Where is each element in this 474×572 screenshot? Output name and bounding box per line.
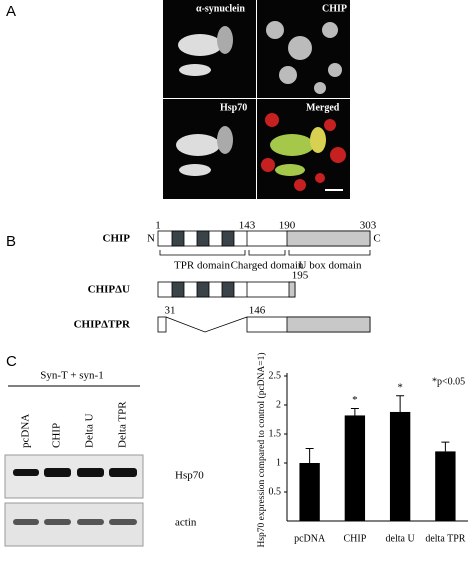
y-tick-label: 1 [276,457,281,468]
panel-label: C [6,353,17,370]
y-tick-label: 1.5 [269,428,282,439]
bar [299,463,320,521]
bar [389,411,411,521]
chip-diagram [157,230,371,333]
x-tick-label: delta U [386,533,416,544]
y-tick-label: 2 [276,399,281,410]
x-tick-label: CHIP [343,533,366,544]
bar [435,451,456,521]
annotation: *p<0.05 [432,376,465,387]
construct-name: CHIP [103,233,131,245]
significance-marker: * [397,381,403,393]
construct-name: CHIPΔTPR [74,319,131,331]
lane-label: pcDNA [20,414,32,448]
image-label: Hsp70 [220,102,247,113]
terminus: N [147,233,155,245]
domain-label: U box domain [299,260,362,272]
image-label: Merged [306,102,340,113]
bar [344,415,366,521]
blot [4,454,144,547]
error-bar [396,395,405,412]
y-tick-label: 0.5 [269,486,282,497]
error-bar [350,407,359,416]
x-tick-label: pcDNA [294,533,326,544]
x-tick-label: delta TPR [425,533,465,544]
domain-label: Charged domain [231,260,304,272]
lane-label: CHIP [51,423,63,448]
position: 143 [239,220,256,232]
panel-label: B [6,233,16,250]
position: 1 [155,220,161,232]
y-tick-label: 2.5 [269,370,282,381]
position: 195 [292,270,309,282]
blot-label: Hsp70 [175,470,204,482]
micrographs [163,0,350,199]
image-label: α-synuclein [196,3,245,14]
lane-label: Delta U [84,413,96,448]
position: 303 [360,220,377,232]
terminus: C [373,233,380,245]
significance-marker: * [352,394,358,406]
lane-label: Delta TPR [117,401,129,448]
image-label: CHIP [322,3,347,14]
error-bar [441,441,450,452]
blot-label: actin [175,517,197,529]
position: 146 [249,305,266,317]
domain-label: TPR domain [174,260,230,272]
panel-label: A [6,3,16,20]
position: 31 [165,305,176,317]
construct-name: CHIPΔU [88,284,130,296]
position: 190 [279,220,296,232]
error-bar [305,448,314,463]
y-axis-label: Hsp70 expression compared to control (pc… [256,352,267,547]
blot-header: Syn-T + syn-1 [40,370,103,382]
